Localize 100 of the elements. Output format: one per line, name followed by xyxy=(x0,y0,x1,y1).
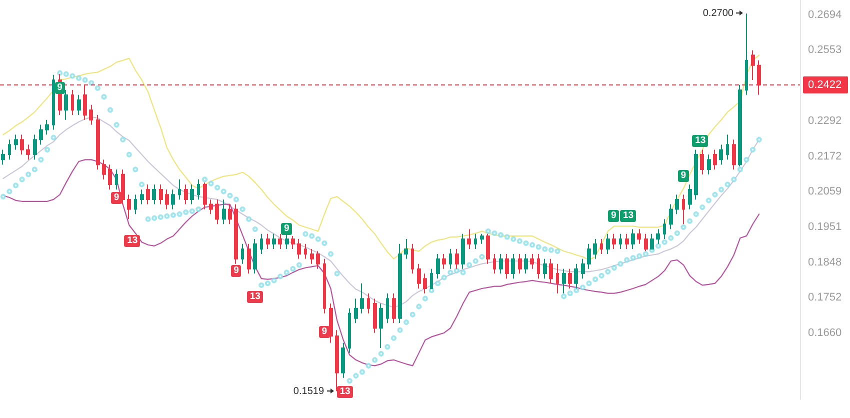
y-tick-label: 0.1951 xyxy=(808,220,842,233)
y-tick-label: 0.2292 xyxy=(808,115,842,128)
candlestick xyxy=(593,238,597,260)
candlestick xyxy=(625,233,629,250)
candlestick xyxy=(688,184,692,210)
candlestick xyxy=(637,228,641,244)
candlestick xyxy=(373,298,377,334)
candlestick xyxy=(8,139,11,160)
candlestick xyxy=(499,253,503,274)
candlestick xyxy=(108,164,112,190)
candlestick xyxy=(178,178,181,200)
candlestick xyxy=(518,253,522,274)
candlestick xyxy=(530,253,534,270)
y-tick-label: 0.2553 xyxy=(808,44,842,56)
annotation: 13 xyxy=(692,135,708,147)
candlestick xyxy=(467,228,471,250)
candlestick xyxy=(398,243,402,324)
candlestick xyxy=(436,253,440,280)
candlestick xyxy=(675,194,679,215)
candlestick xyxy=(745,12,748,96)
candlestick xyxy=(134,194,137,215)
candlestick xyxy=(304,243,307,260)
candlestick xyxy=(669,204,673,230)
candlestick xyxy=(480,233,484,244)
candlestick xyxy=(159,184,163,205)
annotation: 9 xyxy=(319,326,330,338)
candlestick xyxy=(713,149,717,170)
candlestick xyxy=(386,292,389,324)
candlestick xyxy=(524,253,528,274)
candlestick xyxy=(222,198,226,225)
candlestick xyxy=(247,243,251,274)
candlestick xyxy=(341,342,345,378)
candlestick xyxy=(543,258,547,280)
annotation: 0.1519 xyxy=(293,386,324,397)
candlestick xyxy=(228,204,232,225)
candlestick xyxy=(253,238,257,274)
candlestick xyxy=(549,258,553,284)
annotation: 9 xyxy=(678,170,689,182)
candlestick xyxy=(203,182,207,210)
candlestick xyxy=(146,184,150,205)
candlestick xyxy=(411,243,414,274)
candlestick xyxy=(64,89,68,120)
y-tick-label: 0.2694 xyxy=(808,8,842,21)
candlestick xyxy=(511,253,515,280)
annotation: 13 xyxy=(247,291,264,303)
ref-line-label: 0.2422 xyxy=(808,78,842,91)
candlestick xyxy=(291,235,295,250)
candlestick xyxy=(52,74,55,130)
candlestick xyxy=(449,248,452,270)
candlestick xyxy=(392,292,396,324)
candlestick xyxy=(719,144,723,166)
candlestick xyxy=(115,168,118,190)
candlestick xyxy=(751,50,755,80)
candlestick xyxy=(379,302,383,349)
annotation: 9 xyxy=(111,192,122,204)
candlestick xyxy=(89,104,93,126)
candlestick xyxy=(77,94,81,116)
candlestick xyxy=(71,89,74,116)
candlestick xyxy=(278,233,282,250)
candlestick xyxy=(354,298,358,324)
candlestick xyxy=(417,263,421,290)
candlestick xyxy=(272,233,276,250)
candlestick xyxy=(266,233,270,250)
candlestick xyxy=(474,233,477,250)
candlestick xyxy=(260,233,263,254)
candlestick xyxy=(26,144,30,160)
annotation: 9 xyxy=(54,82,66,94)
annotation: 9 xyxy=(281,223,292,235)
candlestick xyxy=(537,253,540,280)
y-tick-label: 0.2172 xyxy=(808,150,842,162)
candlestick xyxy=(423,273,427,294)
candlestick xyxy=(316,250,320,270)
candlestick xyxy=(562,268,566,294)
candlestick xyxy=(45,119,49,136)
candlestick xyxy=(285,233,289,250)
candlestick xyxy=(732,139,736,170)
line-series xyxy=(2,54,760,260)
candlestick xyxy=(184,184,188,205)
candlestick xyxy=(14,134,18,150)
candlestick xyxy=(619,233,622,250)
candlestick xyxy=(600,238,603,254)
candlestick xyxy=(606,233,610,254)
candlestick xyxy=(96,114,100,170)
candlestick xyxy=(127,194,131,220)
candlestick xyxy=(568,268,572,290)
y-tick-label: 0.1848 xyxy=(808,256,842,268)
candlestick xyxy=(209,198,213,215)
candlestick xyxy=(442,253,446,270)
candlestick xyxy=(190,184,194,205)
candlestick xyxy=(165,189,169,210)
candlestick xyxy=(215,198,219,225)
y-tick-label: 0.1660 xyxy=(808,326,842,339)
candlestick xyxy=(587,243,591,270)
candlestick xyxy=(102,159,106,180)
annotation: 13 xyxy=(620,210,636,222)
candlestick xyxy=(152,184,156,205)
candlestick xyxy=(631,228,635,250)
annotation: 0.2700 xyxy=(702,8,734,19)
y-tick-label: 0.1752 xyxy=(808,291,842,304)
candlestick xyxy=(738,84,742,167)
